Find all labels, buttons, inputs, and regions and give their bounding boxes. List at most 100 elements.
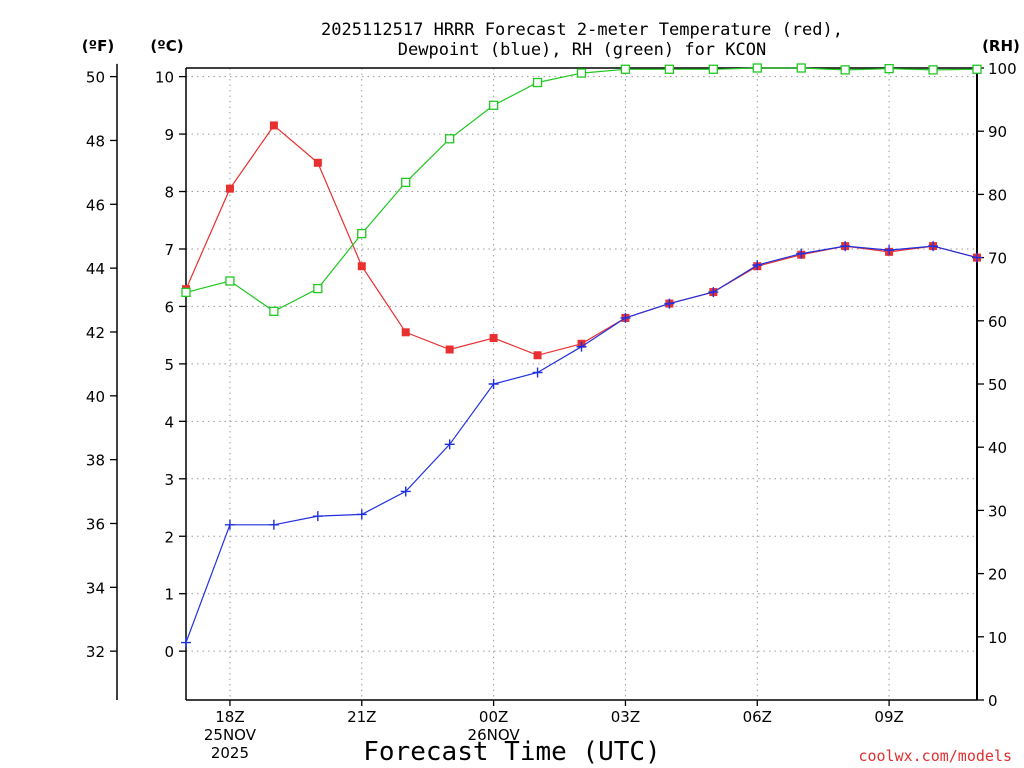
dewpoint-point-15 [840, 241, 851, 252]
rh-point-13 [752, 63, 762, 73]
rh-tick-label-20: 20 [988, 566, 1007, 584]
x-axis-label: Forecast Time (UTC) [363, 737, 660, 767]
celsius-tick-label-0: 0 [164, 643, 174, 661]
dewpoint-line [185, 245, 978, 643]
rh-line [185, 67, 978, 312]
dewpoint-point-11 [664, 298, 675, 309]
x-tick-label-2-0: 00Z [479, 708, 508, 726]
rh-tick-label-90: 90 [988, 123, 1007, 141]
dewpoint-point-13 [752, 260, 763, 271]
rh-point-10 [620, 64, 631, 74]
temperature-point-3 [313, 158, 322, 167]
celsius-tick-label-6: 6 [164, 298, 174, 316]
rh-tick-label-0: 0 [988, 692, 998, 710]
rh-tick-label-100: 100 [988, 60, 1017, 78]
rh-point-9 [576, 68, 587, 78]
x-tick-label-0-1: 25NOV [204, 726, 257, 744]
x-tick-label-0-2: 2025 [211, 744, 249, 762]
grid-lines [186, 68, 977, 700]
x-tick-label-3-0: 03Z [611, 708, 640, 726]
rh-point-7 [488, 100, 499, 110]
rh-point-0 [181, 287, 191, 298]
x-tick-label-1-0: 21Z [347, 708, 376, 726]
x-tick-label-2-1: 26NOV [468, 726, 521, 744]
rh-point-16 [884, 63, 894, 74]
fahrenheit-tick-label-38: 38 [86, 452, 105, 470]
celsius-tick-label-8: 8 [164, 184, 174, 202]
dewpoint-point-17 [928, 241, 939, 252]
x-tick-label-4-0: 06Z [743, 708, 772, 726]
fahrenheit-tick-label-46: 46 [86, 196, 105, 214]
dewpoint-point-0 [181, 637, 191, 648]
temperature-point-1 [225, 184, 234, 193]
dewpoint-point-8 [532, 367, 543, 378]
temperature-point-6 [445, 345, 454, 354]
dewpoint-point-1 [224, 519, 235, 530]
dewpoint-point-3 [312, 511, 323, 522]
temperature-point-8 [533, 351, 542, 360]
temperature-point-5 [401, 328, 410, 337]
rh-point-15 [840, 65, 850, 75]
chart-title-line-1: 2025112517 HRRR Forecast 2-meter Tempera… [321, 20, 843, 40]
data-series [181, 63, 982, 648]
dewpoint-point-18 [972, 252, 982, 263]
rh-tick-label-70: 70 [988, 250, 1007, 268]
rh-point-2 [269, 306, 279, 316]
rh-series [181, 63, 982, 316]
temperature-point-2 [269, 121, 278, 130]
temperature-point-4 [357, 262, 366, 271]
celsius-tick-label-2: 2 [164, 528, 174, 546]
rh-point-8 [532, 77, 543, 88]
tick-labels: 3234363840424446485001234567891001020304… [86, 60, 1017, 762]
credit-text: coolwx.com/models [858, 747, 1012, 765]
celsius-tick-label-3: 3 [164, 471, 174, 489]
celsius-axis-unit: (ºC) [150, 37, 183, 55]
rh-axis-unit: (RH) [982, 37, 1020, 55]
rh-point-18 [972, 64, 982, 74]
dewpoint-point-12 [708, 287, 719, 298]
rh-tick-label-80: 80 [988, 186, 1007, 204]
x-tick-label-5-0: 09Z [874, 708, 903, 726]
rh-tick-label-30: 30 [988, 502, 1007, 520]
dewpoint-point-2 [268, 519, 279, 530]
rh-tick-label-40: 40 [988, 439, 1007, 457]
rh-point-11 [664, 64, 675, 74]
fahrenheit-tick-label-44: 44 [86, 260, 105, 278]
fahrenheit-tick-label-36: 36 [86, 515, 105, 533]
temperature-series [182, 121, 981, 360]
dewpoint-point-5 [400, 486, 411, 497]
chart-title-line-2: Dewpoint (blue), RH (green) for KCON [398, 40, 766, 60]
dewpoint-point-10 [620, 312, 631, 323]
temperature-line [185, 124, 978, 356]
rh-point-12 [708, 64, 718, 74]
rh-tick-label-10: 10 [988, 629, 1007, 647]
dewpoint-point-9 [576, 341, 587, 352]
dewpoint-series [181, 241, 982, 648]
rh-point-6 [445, 134, 455, 144]
dewpoint-point-16 [884, 245, 895, 256]
fahrenheit-tick-label-32: 32 [86, 643, 105, 661]
rh-tick-label-60: 60 [988, 313, 1007, 331]
axes [110, 63, 984, 706]
rh-tick-label-50: 50 [988, 376, 1007, 394]
temperature-point-7 [489, 334, 498, 343]
celsius-tick-label-9: 9 [164, 126, 174, 144]
dewpoint-point-14 [796, 248, 807, 259]
rh-point-17 [928, 65, 938, 75]
fahrenheit-tick-label-48: 48 [86, 132, 105, 150]
celsius-tick-label-5: 5 [164, 356, 174, 374]
dewpoint-point-4 [356, 509, 367, 520]
celsius-tick-label-4: 4 [164, 413, 174, 431]
fahrenheit-tick-label-40: 40 [86, 388, 105, 406]
dewpoint-point-6 [444, 439, 455, 450]
fahrenheit-axis-unit: (ºF) [82, 37, 114, 55]
rh-point-14 [796, 63, 806, 73]
celsius-tick-label-10: 10 [155, 69, 174, 87]
fahrenheit-tick-label-34: 34 [86, 579, 105, 597]
rh-point-5 [401, 177, 411, 188]
rh-point-1 [225, 276, 235, 286]
celsius-tick-label-7: 7 [164, 241, 174, 259]
dewpoint-point-7 [488, 379, 499, 389]
fahrenheit-tick-label-42: 42 [86, 324, 105, 342]
